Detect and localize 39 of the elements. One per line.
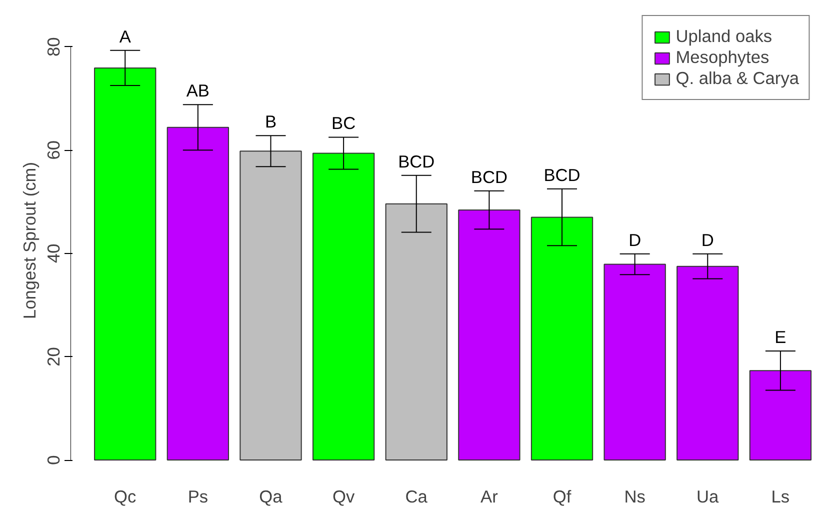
x-tick-label: Ar (480, 486, 498, 506)
x-tick-label: Ua (696, 486, 720, 506)
annotation: BCD (398, 151, 435, 172)
x-tick-label: Qf (552, 486, 572, 506)
annotation: BC (332, 113, 356, 134)
x-tick-label: Qc (114, 486, 137, 506)
bar (166, 126, 230, 461)
x-tick-label: Ca (405, 486, 428, 506)
legend-label: Mesophytes (676, 47, 770, 68)
y-tick-label: 60 (44, 140, 64, 160)
bar (458, 210, 520, 461)
y-tick-label: 20 (44, 347, 64, 366)
annotation: B (264, 112, 277, 132)
x-tick-label: Qa (259, 486, 283, 506)
annotation: BCD (544, 164, 580, 185)
annotation: AB (186, 80, 210, 101)
y-tick-label: 40 (44, 244, 64, 264)
y-axis-title: Longest Sprout (cm) (20, 162, 40, 319)
bar (749, 370, 812, 461)
x-tick-label: Ns (624, 486, 646, 506)
y-tick-label: 0 (44, 455, 64, 465)
bar (385, 203, 448, 461)
x-tick-label: Ps (188, 486, 208, 506)
bar (604, 264, 666, 461)
annotation: D (628, 230, 642, 250)
legend-label: Upland oaks (676, 26, 772, 47)
x-tick-label: Qv (332, 486, 355, 506)
bar (676, 266, 739, 461)
annotation: A (119, 26, 132, 46)
annotation: BCD (470, 166, 508, 187)
bar (312, 152, 375, 461)
annotation: D (701, 230, 714, 250)
y-tick-label: 80 (44, 37, 64, 56)
bar (94, 67, 156, 461)
bar (240, 150, 302, 461)
x-tick-label: Ls (771, 486, 790, 506)
legend-label: Q. alba & Carya (676, 68, 799, 89)
annotation: E (774, 327, 786, 348)
bar (530, 216, 594, 461)
